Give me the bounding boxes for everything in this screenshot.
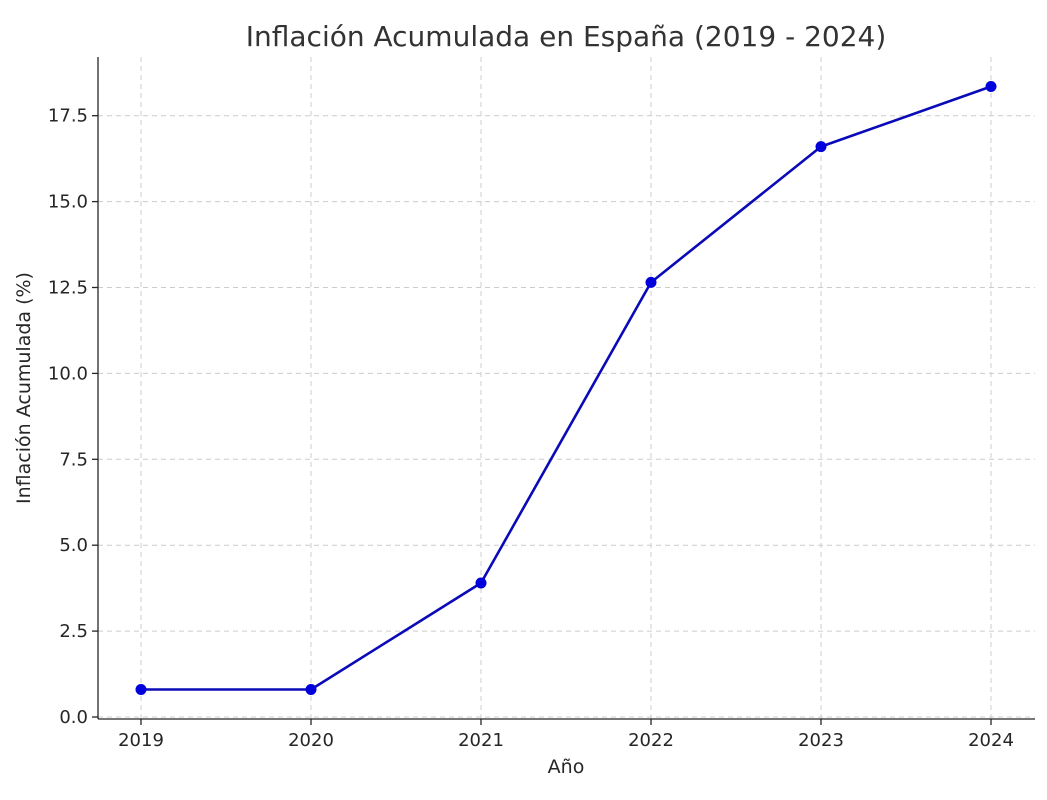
y-tick-label: 17.5	[48, 106, 88, 127]
x-tick-label: 2022	[628, 730, 674, 751]
chart-title: Inflación Acumulada en España (2019 - 20…	[246, 20, 887, 53]
x-tick-label: 2021	[458, 730, 504, 751]
data-point	[985, 80, 997, 92]
data-point	[645, 276, 657, 288]
y-axis-label: Inflación Acumulada (%)	[13, 272, 35, 504]
y-tick-label: 10.0	[48, 363, 88, 384]
y-tick-label: 12.5	[48, 278, 88, 299]
x-tick-label: 2020	[288, 730, 334, 751]
x-axis-label: Año	[548, 756, 585, 778]
y-tick-label: 2.5	[59, 621, 88, 642]
y-tick-label: 15.0	[48, 192, 88, 213]
series-line	[141, 85, 992, 691]
x-tick-label: 2023	[798, 730, 844, 751]
data-point	[305, 684, 317, 696]
y-tick-label: 5.0	[59, 535, 88, 556]
series	[135, 80, 997, 696]
data-point	[135, 684, 147, 696]
axes	[97, 57, 1035, 720]
data-point	[815, 141, 827, 153]
data-point	[475, 577, 487, 589]
grid	[98, 57, 1035, 719]
y-tick-label: 0.0	[59, 707, 88, 728]
x-ticks: 2019 2020 2021 2022 2023 2024	[118, 719, 1014, 751]
x-tick-label: 2024	[968, 730, 1014, 751]
y-tick-label: 7.5	[59, 449, 88, 470]
x-tick-label: 2019	[118, 730, 164, 751]
y-ticks: 0.0 2.5 5.0 7.5 10.0 12.5 15.0 17.5	[48, 106, 98, 728]
